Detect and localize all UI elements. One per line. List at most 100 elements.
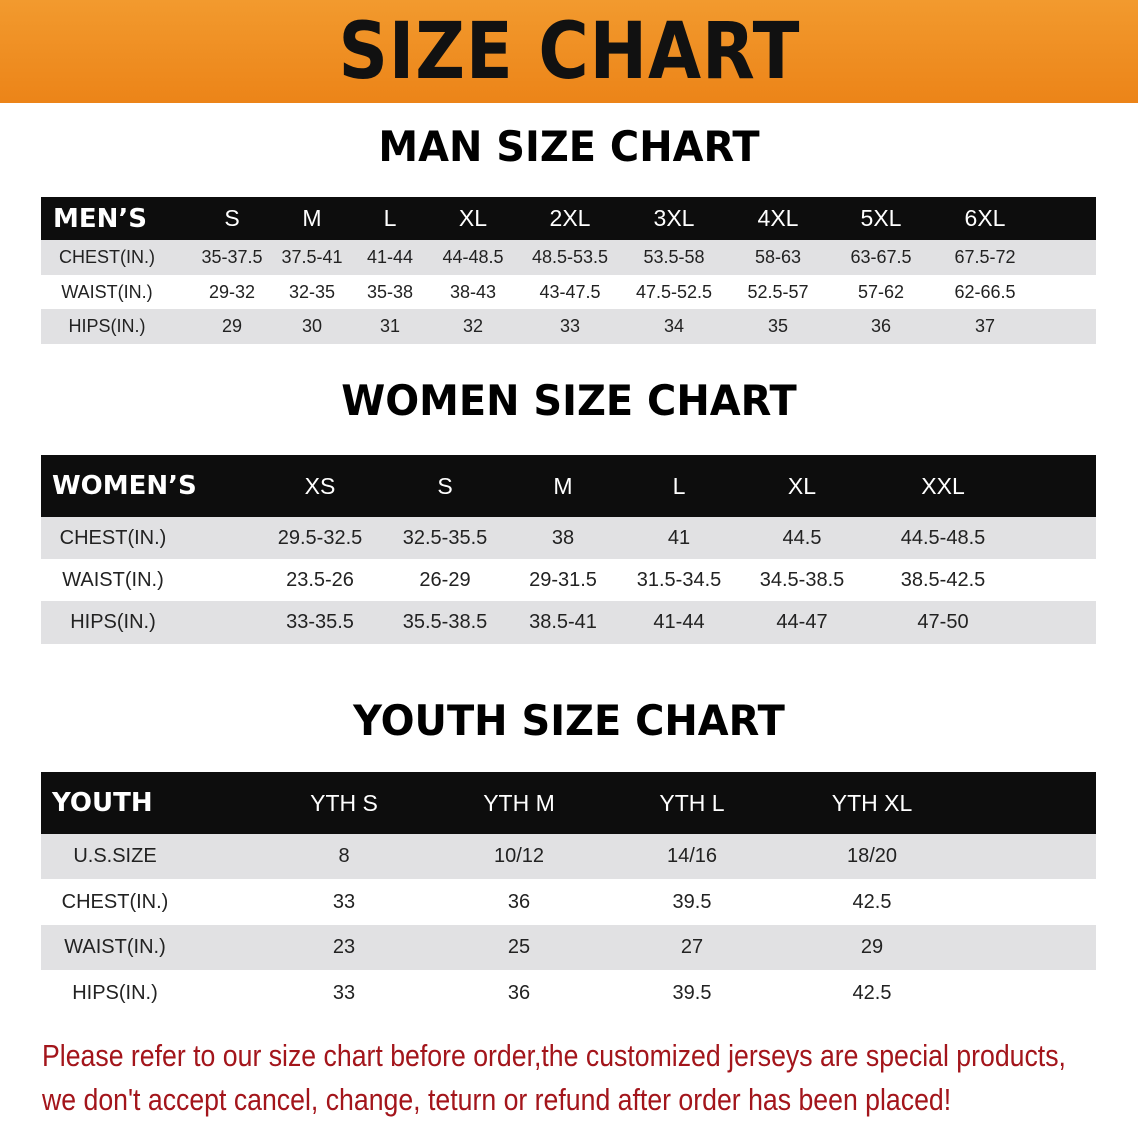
table-cell: 38.5-42.5 <box>900 568 986 591</box>
size-header: 2XL <box>549 205 591 231</box>
table-row: HIPS(IN.) 33 36 39.5 42.5 <box>41 970 1096 1016</box>
table-cell: 39.5 <box>672 981 712 1004</box>
size-header: L <box>672 472 686 499</box>
table-row: CHEST(IN.) 29.5-32.5 32.5-35.5 38 41 44.5 44.5… <box>41 517 1096 559</box>
size-header: L <box>383 205 397 231</box>
table-cell: 44-47 <box>776 611 828 633</box>
table-cell: 23.5-26 <box>286 568 354 591</box>
table-row: WAIST(IN.) 23 25 27 29 <box>41 925 1096 970</box>
table-cell: 31 <box>379 316 401 336</box>
table-label-header: YOUTH <box>52 788 153 818</box>
table-cell: 10/12 <box>493 845 545 867</box>
table-cell: 37.5-41 <box>281 247 343 267</box>
size-header: XL <box>787 472 817 499</box>
header-row: WOMEN’S XS S M L XL XXL <box>41 455 1096 517</box>
women-size-table: WOMEN’S XS S M L XL XXL CHEST(IN.) 29.5-32.5 32.5… <box>41 455 1096 644</box>
table-cell: 34.5-38.5 <box>759 568 845 591</box>
table-cell: 41-44 <box>366 247 414 267</box>
table-cell: 27 <box>680 936 704 958</box>
size-header: XXL <box>921 472 965 499</box>
row-label: CHEST(IN.) <box>59 526 167 549</box>
table-cell: 23 <box>332 936 356 958</box>
table-cell: 63-67.5 <box>850 247 912 267</box>
table-cell: 33-35.5 <box>286 611 354 633</box>
row-label: HIPS(IN.) <box>68 316 146 336</box>
size-header: M <box>553 472 573 499</box>
row-label: HIPS(IN.) <box>70 611 156 633</box>
table-cell: 53.5-58 <box>643 247 705 267</box>
table-cell: 39.5 <box>672 890 712 913</box>
table-row: WAIST(IN.) 23.5-26 26-29 29-31.5 31.5-34.5 34… <box>41 559 1096 601</box>
table-cell: 30 <box>301 316 323 336</box>
table-cell: 37 <box>974 316 996 336</box>
table-row: CHEST(IN.) 35-37.5 37.5-41 41-44 44-48.5 48.5… <box>41 240 1096 275</box>
table-cell: 41-44 <box>653 611 705 633</box>
men-size-table: MEN’S S M L XL 2XL 3XL 4XL 5XL 6XL CHEST(IN.) 35-37… <box>41 197 1096 344</box>
youth-size-table: YOUTH YTH S YTH M YTH L YTH XL U.S.SIZE 8 10/12… <box>41 772 1096 1016</box>
table-cell: 8 <box>338 845 350 867</box>
row-label: WAIST(IN.) <box>61 281 153 302</box>
table-cell: 38.5-41 <box>529 611 597 633</box>
men-section-title: MAN SIZE CHART <box>378 122 760 171</box>
table-row: HIPS(IN.) 29 30 31 32 33 34 35 36 37 <box>41 309 1096 344</box>
table-cell: 41 <box>667 526 691 549</box>
table-cell: 44.5 <box>782 526 822 549</box>
notice-line-1: Please refer to our size chart before or… <box>42 1038 1066 1073</box>
size-header: XL <box>458 205 488 231</box>
table-cell: 62-66.5 <box>954 281 1016 302</box>
table-cell: 33 <box>332 890 356 913</box>
row-label: CHEST(IN.) <box>61 890 169 913</box>
size-header: 3XL <box>653 205 695 231</box>
row-label: HIPS(IN.) <box>72 981 158 1004</box>
table-cell: 29-32 <box>208 281 256 302</box>
table-cell: 31.5-34.5 <box>636 568 722 591</box>
banner: SIZE CHART <box>0 0 1138 103</box>
table-row: U.S.SIZE 8 10/12 14/16 18/20 <box>41 834 1096 879</box>
table-cell: 32 <box>462 316 484 336</box>
size-header: S <box>224 205 240 231</box>
header-row: YOUTH YTH S YTH M YTH L YTH XL <box>41 772 1096 834</box>
table-cell: 38 <box>551 526 575 549</box>
table-row: HIPS(IN.) 33-35.5 35.5-38.5 38.5-41 41-44 44-… <box>41 601 1096 644</box>
size-header: 6XL <box>964 205 1006 231</box>
table-cell: 29 <box>221 316 243 336</box>
table-cell: 35.5-38.5 <box>402 611 488 633</box>
table-cell: 57-62 <box>857 281 905 302</box>
table-cell: 32.5-35.5 <box>402 526 488 549</box>
table-label-header: WOMEN’S <box>52 471 197 501</box>
table-cell: 44.5-48.5 <box>900 526 986 549</box>
row-label: U.S.SIZE <box>73 845 157 867</box>
table-cell: 43-47.5 <box>539 281 601 302</box>
table-cell: 38-43 <box>449 281 497 302</box>
size-header: XS <box>304 472 336 499</box>
size-header: YTH XL <box>831 789 913 816</box>
table-cell: 35-37.5 <box>201 247 263 267</box>
table-label-header: MEN’S <box>53 203 147 234</box>
table-cell: 36 <box>870 316 892 336</box>
table-cell: 42.5 <box>852 890 892 913</box>
size-header: M <box>302 205 322 231</box>
table-cell: 42.5 <box>852 981 892 1004</box>
table-cell: 29-31.5 <box>529 568 597 591</box>
row-label: WAIST(IN.) <box>62 568 164 591</box>
notice-line-2: we don't accept cancel, change, teturn o… <box>42 1082 952 1117</box>
table-cell: 14/16 <box>666 845 718 867</box>
table-cell: 26-29 <box>419 568 471 591</box>
table-row: CHEST(IN.) 33 36 39.5 42.5 <box>41 879 1096 925</box>
size-header: 4XL <box>757 205 799 231</box>
table-cell: 44-48.5 <box>442 247 504 267</box>
youth-section-title: YOUTH SIZE CHART <box>353 696 785 745</box>
row-label: WAIST(IN.) <box>64 936 166 958</box>
table-row: WAIST(IN.) 29-32 32-35 35-38 38-43 43-47.5 47.… <box>41 275 1096 309</box>
size-header: YTH L <box>659 789 725 816</box>
size-header: S <box>437 472 453 499</box>
size-header: 5XL <box>860 205 902 231</box>
table-cell: 33 <box>559 316 581 336</box>
size-header: YTH S <box>310 789 378 816</box>
table-cell: 67.5-72 <box>954 247 1016 267</box>
header-row: MEN’S S M L XL 2XL 3XL 4XL 5XL 6XL <box>41 197 1096 240</box>
table-cell: 18/20 <box>846 845 898 867</box>
banner-title: SIZE CHART <box>338 6 800 97</box>
table-cell: 33 <box>332 981 356 1004</box>
table-cell: 34 <box>663 316 685 336</box>
